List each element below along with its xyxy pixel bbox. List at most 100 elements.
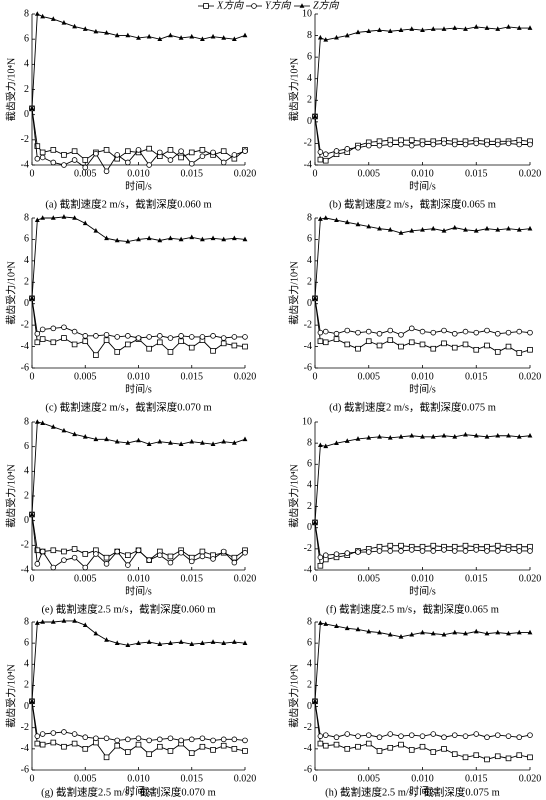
y-tick-label: -4 xyxy=(21,564,29,575)
y-tick-label: 8 xyxy=(307,212,312,223)
marker xyxy=(82,434,88,439)
marker xyxy=(398,27,404,32)
x-tick-label: 0 xyxy=(313,773,318,784)
series-line xyxy=(31,108,246,161)
y-tick-label: -6 xyxy=(304,764,312,775)
x-axis-label: 时间/s xyxy=(125,584,152,597)
marker xyxy=(103,147,110,153)
marker xyxy=(409,432,415,438)
marker xyxy=(50,16,56,21)
marker xyxy=(344,731,351,737)
marker xyxy=(125,562,131,568)
caption: (d) 截割速度2 m/s，截割深度0.075 m xyxy=(329,400,496,413)
marker xyxy=(61,324,67,331)
marker xyxy=(146,145,152,152)
marker xyxy=(366,628,372,634)
series-line xyxy=(31,108,246,173)
y-tick-label: 4 xyxy=(307,480,312,491)
y-tick-label: 8 xyxy=(307,616,312,627)
x-tick-label: 0.005 xyxy=(74,168,97,179)
marker xyxy=(168,640,173,645)
marker xyxy=(505,547,512,553)
marker xyxy=(462,733,469,739)
marker xyxy=(527,629,533,635)
marker xyxy=(210,348,216,354)
marker xyxy=(71,157,78,163)
marker xyxy=(210,441,216,446)
marker xyxy=(114,548,120,555)
series-line xyxy=(314,701,531,760)
marker xyxy=(505,755,512,762)
series-line xyxy=(314,26,530,117)
x-tick-label: 0.020 xyxy=(234,773,257,784)
marker xyxy=(231,559,238,566)
marker xyxy=(199,735,206,742)
marker xyxy=(441,228,447,233)
marker xyxy=(156,339,163,346)
x-tick-label: 0.010 xyxy=(127,371,150,382)
marker xyxy=(231,554,238,561)
x-tick-label: 0.020 xyxy=(234,573,257,584)
marker xyxy=(317,156,324,163)
marker xyxy=(419,328,426,335)
y-tick-label: 0 xyxy=(24,109,29,120)
marker xyxy=(387,226,393,232)
marker xyxy=(210,737,216,744)
marker xyxy=(344,341,351,348)
marker xyxy=(50,159,57,166)
marker xyxy=(334,440,339,445)
x-tick-label: 0 xyxy=(30,573,35,584)
marker xyxy=(516,629,522,635)
marker xyxy=(82,26,88,31)
marker xyxy=(419,141,426,148)
marker xyxy=(387,337,394,343)
marker xyxy=(242,343,248,350)
marker xyxy=(135,147,142,153)
marker xyxy=(34,547,41,554)
marker xyxy=(146,235,152,241)
marker xyxy=(61,335,67,341)
marker xyxy=(104,30,109,35)
x-tick-label: 0.005 xyxy=(358,371,381,382)
marker xyxy=(376,734,383,741)
marker xyxy=(462,542,469,549)
chart-panel: -4 -2 0 2 4 6 8 0 0.005 0.010 0.015 0.020 时间/s 截齿受力/1… xyxy=(4,416,256,615)
marker xyxy=(34,561,41,567)
marker xyxy=(93,352,99,358)
marker xyxy=(473,547,480,553)
marker xyxy=(231,639,237,644)
marker xyxy=(409,228,415,233)
marker xyxy=(50,215,56,220)
marker xyxy=(441,432,447,438)
marker xyxy=(178,333,184,339)
marker xyxy=(344,219,350,225)
marker xyxy=(82,220,88,226)
marker xyxy=(506,432,511,438)
marker xyxy=(376,330,383,337)
marker xyxy=(34,339,41,346)
marker xyxy=(408,547,415,553)
marker xyxy=(242,148,248,154)
series-line xyxy=(314,522,530,567)
marker xyxy=(333,741,340,748)
marker xyxy=(210,333,216,339)
chart-panel: -6 -4 -2 0 2 4 6 8 0 0.005 0.010 0.015 0.020 时间/s 截齿受力… xyxy=(287,616,541,798)
marker xyxy=(125,148,131,154)
marker xyxy=(387,731,394,737)
marker xyxy=(420,629,425,635)
marker xyxy=(527,548,533,554)
marker xyxy=(220,335,227,341)
marker xyxy=(420,434,425,439)
y-axis-label: 截齿受力/10⁴N xyxy=(287,464,300,528)
marker xyxy=(188,334,195,340)
marker xyxy=(516,25,522,30)
series-line xyxy=(31,298,246,356)
marker xyxy=(365,740,372,747)
marker xyxy=(34,419,40,424)
y-axis-label: 截齿受力/10⁴N xyxy=(4,464,17,528)
marker xyxy=(317,34,323,40)
x-tick-label: 0.015 xyxy=(465,371,488,382)
marker xyxy=(146,639,152,644)
x-tick-label: 0 xyxy=(30,371,35,382)
marker xyxy=(221,35,227,40)
